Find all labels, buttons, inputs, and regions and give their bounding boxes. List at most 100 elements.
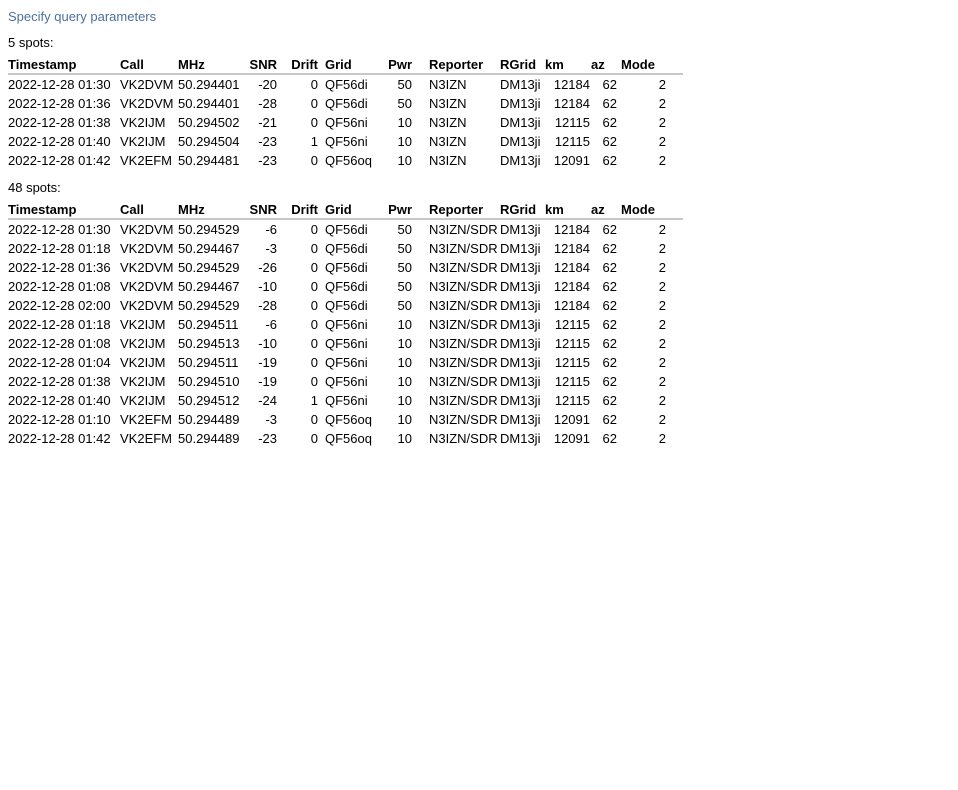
table-cell: VK2DVM [120, 222, 174, 237]
table-row: 2022-12-28 01:40 VK2IJM 50.294504 -23 1 QF56n… [8, 132, 683, 151]
table-cell: -6 [265, 222, 277, 237]
table-cell: N3IZN/SDR [429, 412, 498, 427]
table-cell: 2 [658, 96, 666, 111]
table-cell: 50.294511 [178, 355, 239, 370]
specify-query-parameters-link[interactable]: Specify query parameters [8, 9, 157, 24]
table-cell: 62 [602, 115, 617, 130]
table-cell: DM13ji [500, 279, 541, 294]
table-cell: N3IZN/SDR [429, 260, 498, 275]
table-cell: QF56di [325, 260, 368, 275]
table-cell: 2022-12-28 01:42 [8, 153, 111, 168]
table-cell: 2 [658, 222, 666, 237]
table-cell: 62 [602, 336, 617, 351]
table-cell: 50 [397, 96, 412, 111]
table-cell: 62 [602, 96, 617, 111]
table-cell: 12115 [554, 355, 590, 370]
table-cell: VK2IJM [120, 317, 166, 332]
table-cell: 10 [397, 355, 412, 370]
table-cell: 62 [602, 260, 617, 275]
column-header-az: az [590, 56, 617, 75]
table-cell: DM13ji [500, 77, 541, 92]
table-cell: DM13ji [500, 153, 541, 168]
column-header-mode: Mode [617, 201, 683, 220]
table-cell: VK2EFM [120, 412, 173, 427]
table-cell: N3IZN [429, 134, 467, 149]
table-cell: QF56di [325, 241, 368, 256]
table-cell: 50 [397, 298, 412, 313]
table-cell: -19 [258, 374, 277, 389]
table-cell: 62 [602, 222, 617, 237]
table-cell: 10 [397, 412, 412, 427]
column-header-az: az [590, 201, 617, 220]
table-row: 2022-12-28 01:36 VK2DVM 50.294529 -26 0 QF56d… [8, 258, 683, 277]
table-cell: N3IZN/SDR [429, 298, 498, 313]
column-header-reporter: Reporter [412, 201, 500, 220]
table-cell: -19 [258, 355, 277, 370]
table-cell: 2022-12-28 01:08 [8, 336, 111, 351]
column-header-pwr: Pwr [386, 201, 412, 220]
table-cell: QF56ni [325, 374, 368, 389]
table-cell: -10 [258, 279, 277, 294]
table-cell: QF56oq [325, 431, 372, 446]
table-cell: 2 [658, 412, 666, 427]
table-cell: N3IZN [429, 96, 467, 111]
table-cell: 2022-12-28 01:10 [8, 412, 111, 427]
table-cell: 2 [658, 260, 666, 275]
table-cell: 12115 [554, 374, 590, 389]
table-cell: 2022-12-28 01:18 [8, 241, 111, 256]
table-cell: DM13ji [500, 260, 541, 275]
table-cell: 50.294467 [178, 241, 240, 256]
table-cell: 12184 [553, 77, 590, 92]
table-cell: 62 [602, 374, 617, 389]
table-cell: N3IZN/SDR [429, 374, 498, 389]
table-cell: DM13ji [500, 355, 541, 370]
table-row: 2022-12-28 02:00 VK2DVM 50.294529 -28 0 QF56d… [8, 296, 683, 315]
table-cell: 62 [602, 431, 617, 446]
table-cell: 2022-12-28 02:00 [8, 298, 111, 313]
table-cell: VK2DVM [120, 241, 174, 256]
column-header-timestamp: Timestamp [8, 201, 120, 220]
table-cell: 2 [658, 317, 666, 332]
table-cell: 0 [310, 241, 318, 256]
table-cell: 62 [602, 298, 617, 313]
table-cell: VK2DVM [120, 279, 174, 294]
table-cell: 2 [658, 77, 666, 92]
column-header-km: km [544, 56, 590, 75]
table-cell: 0 [310, 77, 318, 92]
table-cell: 2 [658, 115, 666, 130]
table-cell: 2 [658, 298, 666, 313]
table-cell: -24 [258, 393, 277, 408]
table-cell: -23 [258, 134, 277, 149]
table-header-row: Timestamp Call MHz SNR Drift Grid Pwr Reporter R… [8, 201, 683, 220]
column-header-grid: Grid [318, 56, 386, 75]
table-row: 2022-12-28 01:42 VK2EFM 50.294489 -23 0 QF56o… [8, 429, 683, 448]
table-cell: 10 [397, 317, 412, 332]
table-cell: QF56ni [325, 317, 368, 332]
table-cell: 2022-12-28 01:36 [8, 96, 111, 111]
table-cell: 2022-12-28 01:42 [8, 431, 111, 446]
table-cell: DM13ji [500, 115, 541, 130]
table-cell: 62 [602, 77, 617, 92]
table-row: 2022-12-28 01:38 VK2IJM 50.294502 -21 0 QF56n… [8, 113, 683, 132]
table-cell: 62 [602, 317, 617, 332]
column-header-call: Call [120, 201, 178, 220]
table-cell: 12184 [553, 96, 590, 111]
column-header-mode: Mode [617, 56, 683, 75]
table-cell: DM13ji [500, 431, 541, 446]
table-cell: QF56ni [325, 115, 368, 130]
table-cell: 2022-12-28 01:40 [8, 393, 111, 408]
table-cell: 50.294401 [178, 96, 240, 111]
table-cell: VK2IJM [120, 393, 166, 408]
table-cell: 0 [310, 115, 318, 130]
table-cell: N3IZN/SDR [429, 393, 498, 408]
table-cell: DM13ji [500, 298, 541, 313]
table-cell: VK2DVM [120, 298, 174, 313]
table-cell: 0 [310, 279, 318, 294]
table-cell: DM13ji [500, 134, 541, 149]
table-cell: 2022-12-28 01:08 [8, 279, 111, 294]
table-cell: -28 [258, 96, 277, 111]
table-cell: 50 [397, 222, 412, 237]
table-row: 2022-12-28 01:18 VK2DVM 50.294467 -3 0 QF56di… [8, 239, 683, 258]
table-cell: VK2IJM [120, 374, 166, 389]
table-cell: 10 [397, 153, 412, 168]
